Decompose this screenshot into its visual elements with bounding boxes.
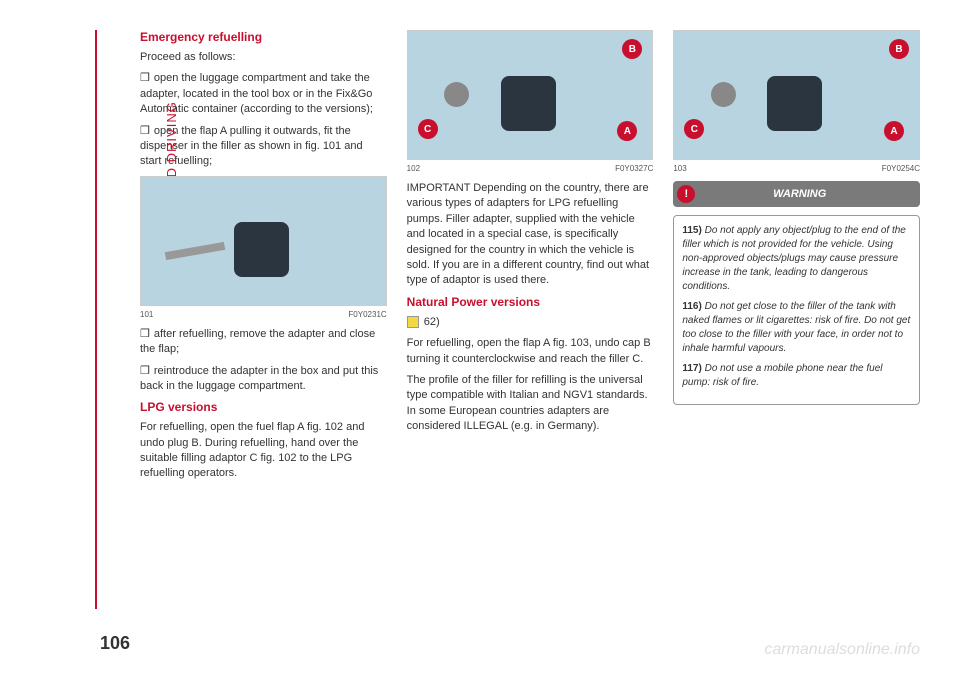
column-2: B A C 102 F0Y0327C IMPORTANT Depending o… xyxy=(407,30,654,610)
figure-102-code: F0Y0327C xyxy=(615,164,653,173)
fuel-flap-illustration xyxy=(767,76,822,131)
figure-103-caption: 103 F0Y0254C xyxy=(673,164,920,173)
heading-natural-power: Natural Power versions xyxy=(407,295,654,309)
warning-116-text: Do not get close to the filler of the ta… xyxy=(682,301,910,354)
warning-triangle-icon xyxy=(407,316,419,328)
text-natural-power-1: For refuelling, open the flap A fig. 103… xyxy=(407,336,654,367)
warning-icon: ! xyxy=(677,185,695,203)
figure-103-num: 103 xyxy=(673,164,686,173)
text-natural-power-2: The profile of the filler for refilling … xyxy=(407,373,654,435)
warning-115: 115) Do not apply any object/plug to the… xyxy=(682,224,911,294)
label-a: A xyxy=(884,121,904,141)
figure-103: B A C xyxy=(673,30,920,160)
column-3: B A C 103 F0Y0254C ! WARNING 115) Do not… xyxy=(673,30,920,610)
warning-117: 117) Do not use a mobile phone near the … xyxy=(682,362,911,390)
label-c: C xyxy=(684,119,704,139)
page: STARTING AND DRIVING Emergency refuellin… xyxy=(0,0,960,679)
text-proceed: Proceed as follows: xyxy=(140,50,387,65)
label-b: B xyxy=(889,39,909,59)
footnote-ref: 62) xyxy=(407,315,654,330)
warning-box: 115) Do not apply any object/plug to the… xyxy=(673,215,920,405)
warning-title: WARNING xyxy=(701,188,898,200)
fuel-flap-illustration xyxy=(234,222,289,277)
figure-102-caption: 102 F0Y0327C xyxy=(407,164,654,173)
heading-emergency-refuelling: Emergency refuelling xyxy=(140,30,387,44)
nozzle-illustration xyxy=(165,242,225,260)
warning-115-text: Do not apply any object/plug to the end … xyxy=(682,225,906,292)
bullet-4: reintroduce the adapter in the box and p… xyxy=(140,364,387,395)
filler-cap-illustration xyxy=(711,82,736,107)
text-lpg: For refuelling, open the fuel flap A fig… xyxy=(140,420,387,482)
watermark: carmanualsonline.info xyxy=(764,641,920,659)
warning-116-num: 116) xyxy=(682,301,701,312)
figure-101-num: 101 xyxy=(140,310,153,319)
figure-103-code: F0Y0254C xyxy=(882,164,920,173)
warning-header: ! WARNING xyxy=(673,181,920,207)
heading-lpg-versions: LPG versions xyxy=(140,400,387,414)
warning-117-text: Do not use a mobile phone near the fuel … xyxy=(682,363,882,388)
label-a: A xyxy=(617,121,637,141)
label-b: B xyxy=(622,39,642,59)
figure-102: B A C xyxy=(407,30,654,160)
page-number: 106 xyxy=(100,633,130,654)
warning-115-num: 115) xyxy=(682,225,701,236)
filler-cap-illustration xyxy=(444,82,469,107)
fuel-flap-illustration xyxy=(501,76,556,131)
warning-116: 116) Do not get close to the filler of t… xyxy=(682,300,911,356)
figure-102-num: 102 xyxy=(407,164,420,173)
label-c: C xyxy=(418,119,438,139)
bullet-3: after refuelling, remove the adapter and… xyxy=(140,327,387,358)
figure-101-caption: 101 F0Y0231C xyxy=(140,310,387,319)
chapter-side-tab: STARTING AND DRIVING xyxy=(95,30,125,609)
figure-101 xyxy=(140,176,387,306)
content-columns: Emergency refuelling Proceed as follows:… xyxy=(140,30,920,610)
figure-101-code: F0Y0231C xyxy=(348,310,386,319)
warning-117-num: 117) xyxy=(682,363,701,374)
text-important: IMPORTANT Depending on the country, ther… xyxy=(407,181,654,289)
footnote-number: 62) xyxy=(424,316,440,328)
